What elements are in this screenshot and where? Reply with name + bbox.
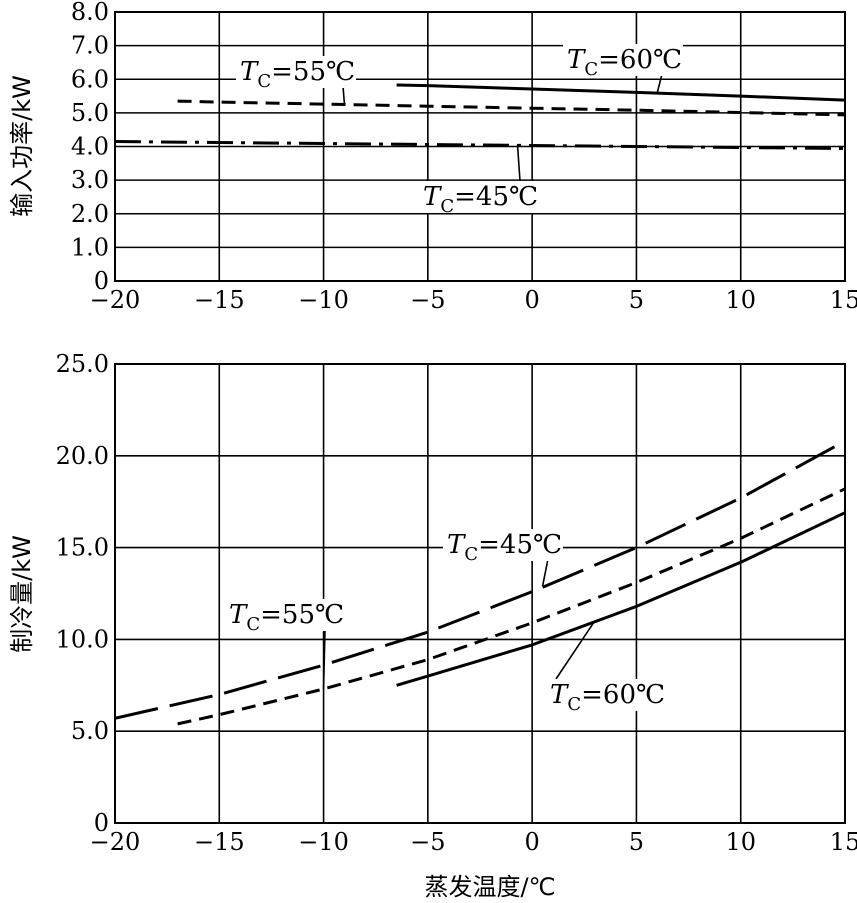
series-annotation: TC=60℃: [567, 45, 682, 80]
annotation-leader: [322, 628, 326, 689]
annotation-leader: [516, 145, 521, 182]
annotation-leader: [541, 558, 549, 587]
x-tick-label: 15: [830, 828, 857, 856]
chart-panel-2: −20 −15 −10 −5 0 5 10 15 0 5.0 10.0 15.0 20.0 25.0 制冷量…: [8, 350, 857, 901]
series-annotation: TC=60℃: [550, 680, 665, 715]
annotation-leader: [342, 85, 346, 105]
y-tick-label: 6.0: [71, 65, 109, 93]
x-tick-label: 5: [629, 828, 644, 856]
x-tick-label: −20: [90, 828, 141, 856]
y-tick-label: 3.0: [71, 166, 109, 194]
y-tick-label: 10.0: [56, 625, 109, 653]
y-tick-label: 0: [94, 809, 109, 837]
series-line-tc60: [396, 83, 846, 102]
y-tick-label: 8.0: [71, 0, 109, 26]
series-annotation: TC=55℃: [240, 57, 355, 92]
y-tick-label: 0: [94, 267, 109, 295]
x-axis-label: 蒸发温度/℃: [424, 873, 555, 901]
y-tick-label: 2.0: [71, 200, 109, 228]
x-tick-label: 0: [525, 286, 540, 314]
series-annotation: TC=45℃: [447, 530, 562, 565]
x-tick-label: −5: [410, 286, 445, 314]
annotation-bg: [419, 181, 539, 213]
y-tick-label: 15.0: [56, 534, 109, 562]
x-tick-label: 10: [725, 286, 756, 314]
series-annotation: TC=55℃: [229, 600, 344, 635]
x-tick-label: −5: [410, 828, 445, 856]
y-tick-label: 20.0: [56, 442, 109, 470]
y-tick-label: 5.0: [71, 99, 109, 127]
x-tick-label: −10: [298, 828, 349, 856]
x-tick-label: −15: [194, 286, 245, 314]
chart-panel-1: −20 −15 −10 −5 0 5 10 15 0 1.0 2.0 3.0 4.0 5.0 6.0 7.0 8…: [8, 0, 857, 314]
x-tick-label: 15: [830, 286, 857, 314]
annotation-bg: [563, 44, 683, 76]
annotation-leader: [555, 620, 596, 680]
y-tick-label: 25.0: [56, 350, 109, 378]
annotation-bg: [225, 599, 345, 631]
x-tick-label: −10: [298, 286, 349, 314]
x-tick-label: −15: [194, 828, 245, 856]
annotation-leader: [656, 73, 663, 93]
plot-frame: [114, 363, 846, 824]
annotation-bg: [236, 56, 356, 88]
annotation-bg: [443, 529, 563, 561]
y-tick-label: 5.0: [71, 717, 109, 745]
x-tick-label: 0: [525, 828, 540, 856]
x-tick-label: 5: [629, 286, 644, 314]
plot-frame: [114, 11, 846, 282]
y-axis-label: 制冷量/kW: [8, 535, 36, 653]
x-tick-label: 10: [725, 828, 756, 856]
y-tick-label: 4.0: [71, 133, 109, 161]
x-tick-label: −20: [90, 286, 141, 314]
y-axis-label: 输入功率/kW: [8, 75, 36, 217]
annotation-bg: [546, 679, 666, 711]
series-annotation: TC=45℃: [423, 182, 538, 217]
series-line-tc60: [396, 511, 846, 687]
y-tick-label: 7.0: [71, 32, 109, 60]
y-tick-label: 1.0: [71, 233, 109, 261]
series-line-tc45: [114, 140, 846, 150]
series-line-tc45: [114, 439, 846, 720]
series-line-tc55: [177, 487, 846, 726]
